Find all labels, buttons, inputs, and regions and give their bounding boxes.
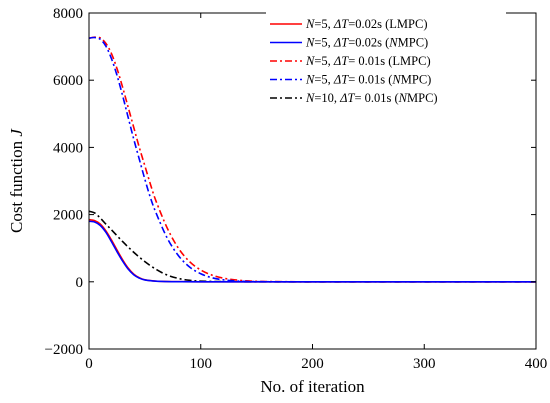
legend-entry-text: =0.02s (LMPC) [348,17,427,31]
legend-entry-text: =5, [314,36,334,50]
legend-entry-text: = 0.01s ( [354,91,398,105]
legend-entry-label: N=5, ΔT=0.02s (LMPC) [305,17,427,31]
legend-entry-label: N=5, ΔT= 0.01s (LMPC) [305,54,431,68]
y-tick-label: 0 [76,275,84,291]
legend-entry-text: = 0.01s (LMPC) [348,54,430,68]
y-tick-label: 4000 [53,140,83,156]
legend: N=5, ΔT=0.02s (LMPC)N=5, ΔT=0.02s (NMPC)… [266,12,506,109]
legend-entry-text: ΔT [333,36,349,50]
x-axis-label: No. of iteration [260,377,365,396]
legend-entry-text: =10, [314,91,340,105]
legend-entry-text: ΔT [333,54,349,68]
y-axis-label: Cost function J [7,128,26,233]
legend-entry-text: N [305,91,315,105]
y-tick-label: 8000 [53,6,83,22]
y-tick-label: 2000 [53,208,83,224]
y-axis-label-symbol: J [7,128,26,137]
legend-entry-text: ΔT [333,73,349,87]
legend-entry-text: N [305,54,315,68]
legend-background [266,12,506,109]
y-axis-label-text: Cost function [7,137,26,233]
x-tick-label: 200 [301,356,324,372]
x-tick-label: 400 [525,356,548,372]
legend-entry-label: N=10, ΔT= 0.01s (NMPC) [305,91,438,105]
legend-entry-text: N [398,91,408,105]
legend-entry-text: N [305,36,315,50]
legend-entry-text: = 0.01s ( [348,73,392,87]
legend-entry-text: N [388,36,398,50]
legend-entry-text: MPC) [401,73,432,87]
legend-entry-text: MPC) [407,91,438,105]
legend-entry-text: ΔT [333,17,349,31]
legend-entry-text: MPC) [398,36,429,50]
legend-entry-text: =5, [314,54,334,68]
legend-entry-text: =5, [314,17,334,31]
legend-entry-text: N [305,17,315,31]
x-tick-label: 0 [85,356,93,372]
legend-entry-text: =0.02s ( [348,36,389,50]
legend-entry-text: =5, [314,73,334,87]
x-tick-label: 300 [413,356,436,372]
series-line-2 [89,220,536,283]
legend-entry-label: N=5, ΔT= 0.01s (NMPC) [305,73,431,87]
y-tick-label: 6000 [53,73,83,89]
legend-entry-text: ΔT [339,91,355,105]
x-tick-label: 100 [190,356,213,372]
legend-entry-text: N [391,73,401,87]
legend-entry-text: N [305,73,315,87]
legend-entry-label: N=5, ΔT=0.02s (NMPC) [305,36,428,50]
y-tick-label: −2000 [45,342,83,358]
